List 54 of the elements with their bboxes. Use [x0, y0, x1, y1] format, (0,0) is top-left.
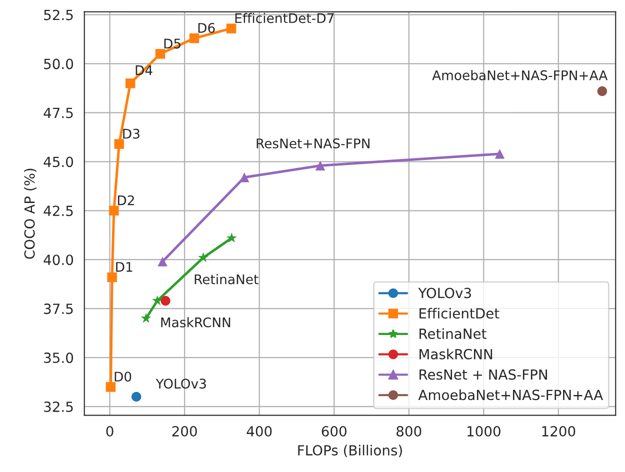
point [126, 78, 136, 88]
annotation: YOLOv3 [156, 378, 206, 389]
point [140, 312, 152, 323]
point [158, 256, 168, 266]
point [494, 148, 505, 159]
y-tick-label: 37.5 [44, 304, 73, 314]
x-tick-label: 800 [396, 426, 422, 437]
annotation: D1 [116, 262, 132, 272]
annotation: AmoebaNet+NAS-FPN+AA [432, 70, 608, 80]
point [226, 24, 236, 34]
point [240, 172, 250, 182]
point [107, 272, 117, 282]
point [106, 382, 116, 392]
point [226, 232, 237, 243]
x-tick-label: 600 [322, 426, 346, 437]
annotation: D6 [198, 22, 215, 33]
y-tick-label: 45.0 [44, 156, 74, 168]
y-tick-label: 42.5 [44, 206, 73, 216]
point [198, 252, 209, 262]
y-tick-label: 47.5 [44, 108, 73, 118]
annotation: D3 [123, 128, 140, 139]
y-tick-label: 52.5 [44, 10, 73, 20]
y-axis-title: COCO AP (%) [24, 168, 36, 259]
y-tick-label: 40.0 [44, 254, 74, 266]
legend-label: EfficientDet [420, 308, 500, 319]
legend-label: MaskRCNN [420, 348, 492, 360]
legend-label: RetinaNet [420, 328, 486, 340]
point [109, 206, 119, 216]
legend-label: YOLOv3 [418, 288, 471, 298]
x-tick-label: 1000 [468, 426, 500, 437]
x-tick-label: 0 [106, 426, 114, 437]
point [597, 86, 608, 96]
annotation: RetinaNet [194, 274, 258, 284]
annotation: D2 [118, 195, 134, 206]
x-tick-label: 400 [246, 426, 272, 437]
y-tick-label: 32.5 [44, 402, 73, 412]
point [160, 296, 170, 306]
y-tick-label: 35.0 [44, 352, 74, 364]
point [189, 33, 200, 44]
legend-label: AmoebaNet+NAS-FPN+AA [418, 389, 604, 400]
annotation: D0 [114, 372, 132, 382]
point [131, 392, 142, 402]
annotation: ResNet+NAS-FPN [256, 138, 370, 148]
point [114, 139, 124, 149]
legend-label: ResNet + NAS-FPN [420, 369, 547, 380]
point [155, 49, 166, 59]
annotation: EfficientDet-D7 [235, 12, 334, 24]
x-tick-label: 1200 [542, 426, 576, 437]
point [315, 160, 326, 170]
y-tick-label: 50.0 [44, 58, 74, 70]
x-axis-title: FLOPs (Billions) [298, 444, 402, 458]
x-tick-label: 200 [172, 426, 197, 437]
annotation: MaskRCNN [161, 317, 230, 328]
annotation: D5 [164, 38, 180, 49]
